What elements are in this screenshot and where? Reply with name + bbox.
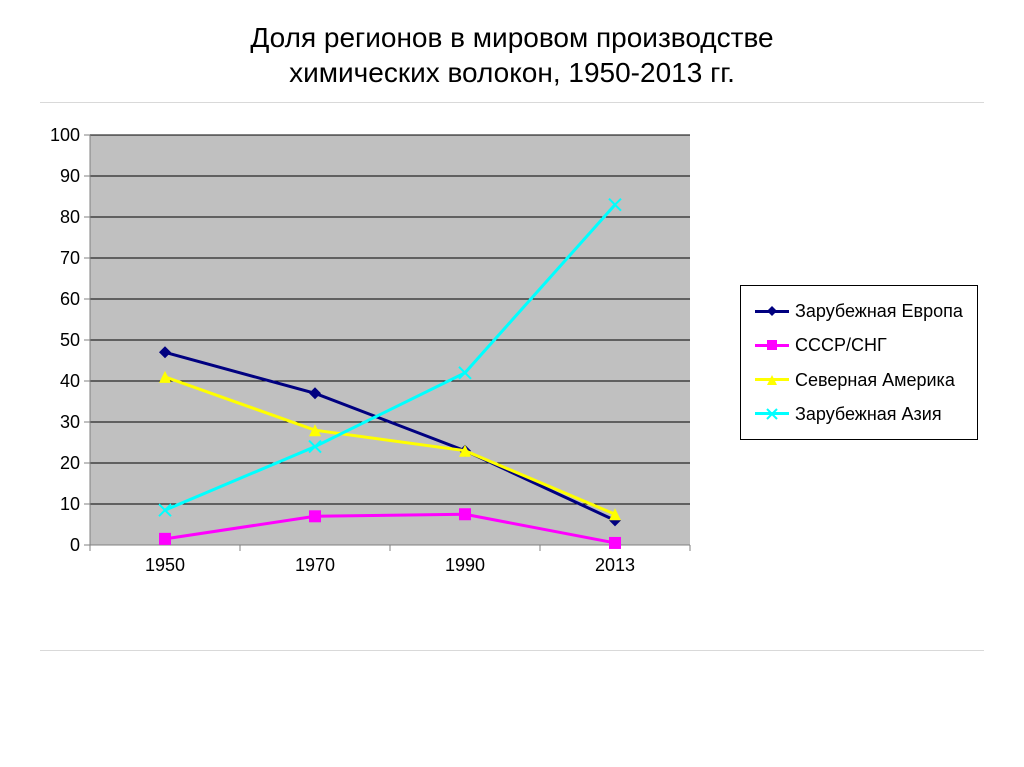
svg-text:70: 70 [60,248,80,268]
svg-text:40: 40 [60,371,80,391]
line-chart-svg: 0 10 20 30 40 50 60 70 80 90 100 1950 1970 1990 2013 [40,125,710,595]
svg-text:90: 90 [60,166,80,186]
legend-swatch [755,344,789,347]
svg-text:10: 10 [60,494,80,514]
legend-label: Зарубежная Азия [795,397,942,431]
legend-label: Зарубежная Европа [795,294,963,328]
svg-text:2013: 2013 [595,555,635,575]
legend-swatch [755,412,789,415]
divider-top [40,102,984,103]
svg-text:80: 80 [60,207,80,227]
legend-swatch [755,378,789,381]
chart-title: Доля регионов в мировом производстве хим… [40,20,984,90]
svg-text:30: 30 [60,412,80,432]
legend-swatch [755,310,789,313]
svg-text:20: 20 [60,453,80,473]
legend-label: Северная Америка [795,363,955,397]
svg-text:0: 0 [70,535,80,555]
divider-bottom [40,650,984,651]
legend-label: СССР/СНГ [795,328,887,362]
title-line-1: Доля регионов в мировом производстве [250,22,773,53]
legend-item: Зарубежная Азия [755,397,963,431]
svg-text:1950: 1950 [145,555,185,575]
svg-text:1990: 1990 [445,555,485,575]
legend-item: Северная Америка [755,363,963,397]
legend-item: СССР/СНГ [755,328,963,362]
svg-text:50: 50 [60,330,80,350]
chart-row: 0 10 20 30 40 50 60 70 80 90 100 1950 1970 1990 2013 З… [40,125,984,600]
title-line-2: химических волокон, 1950-2013 гг. [289,57,735,88]
svg-text:60: 60 [60,289,80,309]
svg-text:100: 100 [50,125,80,145]
page: Доля регионов в мировом производстве хим… [0,0,1024,767]
legend-item: Зарубежная Европа [755,294,963,328]
chart-area: 0 10 20 30 40 50 60 70 80 90 100 1950 1970 1990 2013 [40,125,710,600]
svg-text:1970: 1970 [295,555,335,575]
legend: Зарубежная ЕвропаСССР/СНГСеверная Америк… [740,285,978,440]
